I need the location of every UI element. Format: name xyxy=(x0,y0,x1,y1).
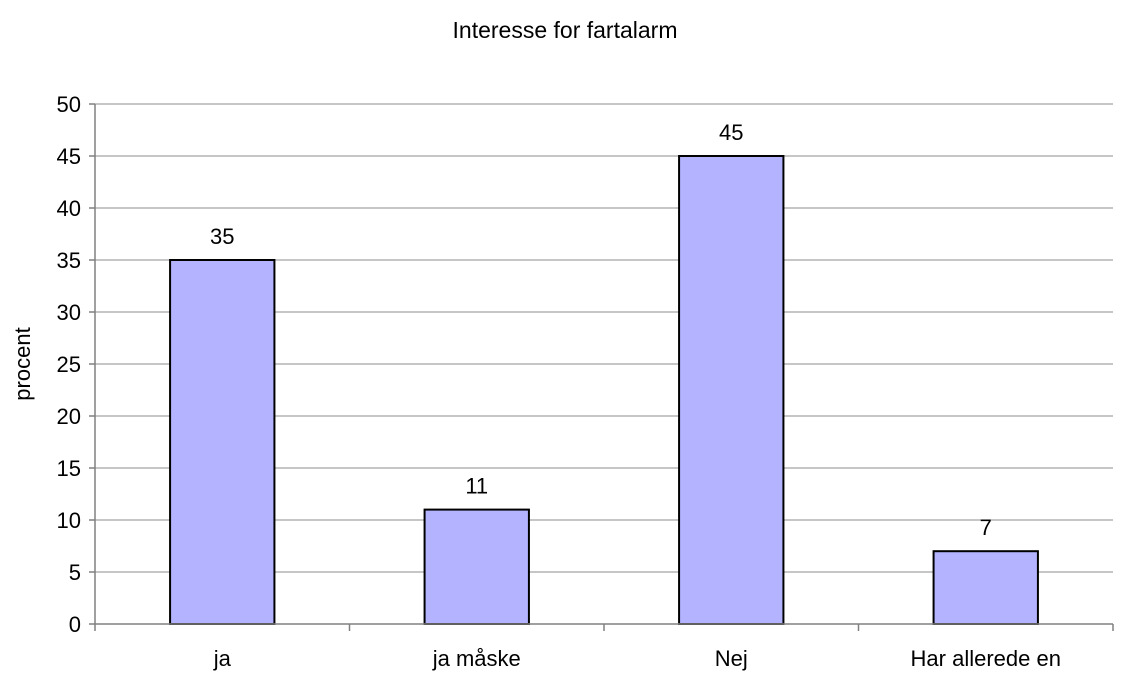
y-tick-label: 30 xyxy=(57,300,81,325)
y-axis-ticks: 0 5 10 15 20 25 30 35 40 45 50 xyxy=(57,92,95,637)
y-tick-label: 40 xyxy=(57,196,81,221)
y-tick-label: 20 xyxy=(57,404,81,429)
bar xyxy=(169,259,276,625)
data-label: 11 xyxy=(465,474,488,499)
y-tick-label: 10 xyxy=(57,508,81,533)
bars xyxy=(169,155,1039,626)
x-tick-label: Har allerede en xyxy=(911,646,1061,671)
y-tick-label: 25 xyxy=(57,352,81,377)
axes xyxy=(94,104,1113,625)
y-tick-label: 45 xyxy=(57,144,81,169)
x-tick-label: ja måske xyxy=(432,646,521,671)
data-label: 7 xyxy=(980,515,992,540)
chart-title: Interesse for fartalarm xyxy=(453,17,678,43)
data-label: 45 xyxy=(719,120,743,145)
x-tick-label: Nej xyxy=(715,646,748,671)
x-tick-label: ja xyxy=(213,646,232,671)
x-axis-ticks: ja ja måske Nej Har allerede en xyxy=(94,624,1114,671)
y-tick-label: 5 xyxy=(69,560,81,585)
bar xyxy=(423,508,530,626)
y-tick-label: 15 xyxy=(57,456,81,481)
y-axis-label: procent xyxy=(10,327,35,400)
bar xyxy=(932,550,1039,626)
y-tick-label: 50 xyxy=(57,92,81,117)
y-tick-label: 35 xyxy=(57,248,81,273)
data-labels: 35 11 45 7 xyxy=(210,120,992,540)
bar xyxy=(678,155,785,625)
y-tick-label: 0 xyxy=(69,612,81,637)
data-label: 35 xyxy=(210,224,234,249)
